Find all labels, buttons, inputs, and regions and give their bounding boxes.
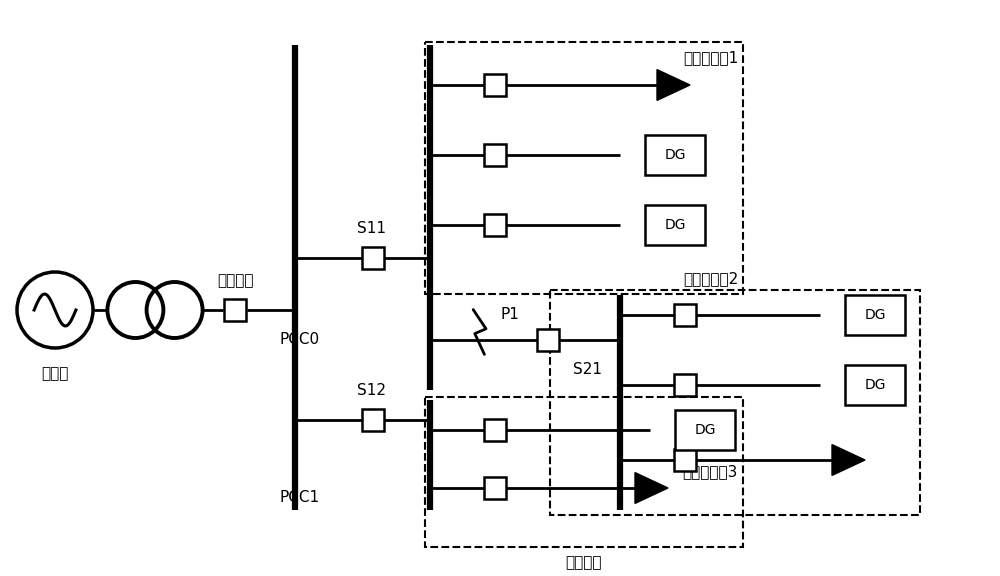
Text: 馈线开关: 馈线开关	[566, 555, 602, 570]
Bar	[484, 144, 506, 166]
Bar	[645, 135, 705, 175]
Text: 微电网分区3: 微电网分区3	[683, 464, 738, 479]
Bar	[484, 74, 506, 96]
Text: DG: DG	[694, 423, 716, 437]
Bar	[362, 409, 384, 431]
Text: DG: DG	[864, 378, 886, 392]
Bar	[484, 214, 506, 236]
Polygon shape	[635, 472, 668, 503]
Polygon shape	[832, 445, 865, 475]
Text: 配电网: 配电网	[41, 366, 69, 381]
Bar	[845, 295, 905, 335]
Bar	[425, 42, 743, 294]
Text: S12: S12	[358, 383, 386, 398]
Bar	[645, 205, 705, 245]
Text: PCC0: PCC0	[280, 332, 320, 347]
Text: P1: P1	[500, 307, 519, 322]
Text: 出线开关: 出线开关	[217, 273, 253, 288]
Bar	[224, 299, 246, 321]
Text: S21: S21	[573, 362, 602, 377]
Text: PCC1: PCC1	[280, 490, 320, 505]
Bar	[484, 477, 506, 499]
Bar	[425, 397, 743, 547]
Bar	[550, 290, 920, 515]
Text: S11: S11	[358, 221, 386, 236]
Bar	[537, 329, 559, 351]
Text: DG: DG	[864, 308, 886, 322]
Text: DG: DG	[664, 218, 686, 232]
Bar	[674, 374, 696, 396]
Bar	[845, 365, 905, 405]
Text: 微电网分区1: 微电网分区1	[683, 50, 738, 65]
Polygon shape	[657, 70, 690, 100]
Text: DG: DG	[664, 148, 686, 162]
Bar	[674, 449, 696, 471]
Bar	[484, 419, 506, 441]
Bar	[675, 410, 735, 450]
Bar	[362, 247, 384, 269]
Text: 微电网分区2: 微电网分区2	[683, 271, 738, 286]
Bar	[674, 304, 696, 326]
